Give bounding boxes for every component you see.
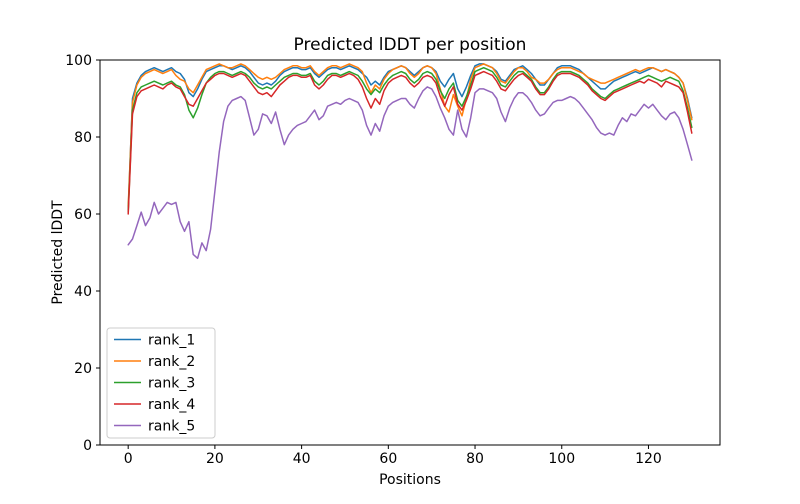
legend-label-rank_3: rank_3 [148,376,195,392]
x-tick-label: 80 [466,451,484,467]
y-tick-label: 80 [74,130,92,146]
plot-generated-content: 0 20 40 60 80 100 120020406080100rank_1rank_2r… [65,53,693,467]
y-tick-label: 100 [65,53,92,69]
y-axis-label: Predicted lDDT [50,200,66,305]
legend-label-rank_1: rank_1 [148,333,195,349]
series-line-rank_2 [127,63,693,208]
legend-label-rank_5: rank_5 [148,419,195,435]
x-tick-label: 120 [635,451,662,467]
chart-title: Predicted lDDT per position [294,35,527,55]
plot-area-border [99,59,721,446]
legend-label-rank_2: rank_2 [148,354,195,370]
x-tick-label: 40 [293,451,311,467]
x-tick-label: 100 [548,451,575,467]
legend-box [106,327,216,439]
y-tick-label: 40 [74,284,92,300]
x-tick-label: 60 [379,451,397,467]
x-axis-label: Positions [379,472,441,488]
series-line-rank_1 [127,63,693,211]
x-tick-label: 20 [206,451,224,467]
x-tick-label: 0 [124,451,133,467]
series-line-rank_5 [127,86,693,260]
y-tick-label: 20 [74,361,92,377]
series-line-rank_4 [127,70,693,215]
legend: rank_1 rank_2 rank_3 rank_4 rank_5 [106,327,216,439]
y-tick-label: 0 [83,438,92,454]
series-line-rank_3 [127,66,693,213]
legend-label-rank_4: rank_4 [148,397,195,413]
y-tick-label: 60 [74,207,92,223]
